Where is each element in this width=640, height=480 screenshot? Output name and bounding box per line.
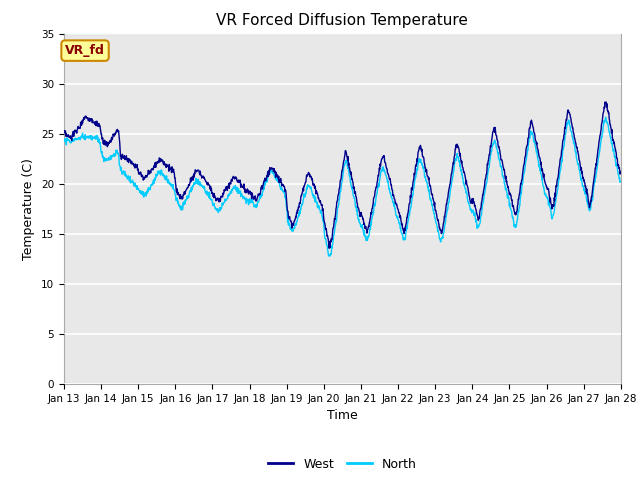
Line: North: North [64,117,621,256]
Line: West: West [64,102,621,248]
Legend: West, North: West, North [263,453,422,476]
West [502,173,509,179]
North [184,193,191,199]
West [246,188,254,194]
North [617,179,625,185]
West [429,196,437,202]
West [325,245,333,251]
West [617,169,625,175]
West [60,128,68,133]
Y-axis label: Temperature (C): Temperature (C) [22,158,35,260]
North [429,207,437,213]
Title: VR Forced Diffusion Temperature: VR Forced Diffusion Temperature [216,13,468,28]
North [170,187,178,192]
North [502,185,509,191]
West [551,190,559,196]
North [551,202,559,208]
Text: VR_fd: VR_fd [65,44,105,57]
West [184,185,191,191]
West [602,99,610,105]
North [602,114,609,120]
North [326,253,333,259]
North [60,137,68,143]
X-axis label: Time: Time [327,409,358,422]
North [246,200,254,206]
West [170,170,178,176]
